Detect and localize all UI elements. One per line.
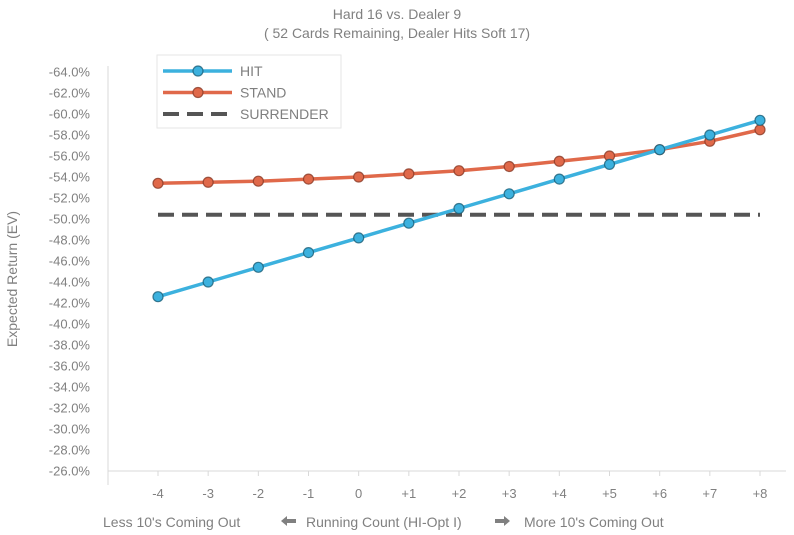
- data-point-hit: [603, 158, 616, 170]
- x-tick-label: -1: [303, 486, 315, 501]
- legend-label-stand: STAND: [240, 85, 286, 101]
- data-point-hit: [453, 202, 465, 215]
- data-point-hit: [353, 232, 365, 244]
- legend-marker-hit: [192, 65, 204, 77]
- legend-item-surrender: SURRENDER: [163, 106, 329, 122]
- y-tick-label: -48.0%: [49, 233, 91, 248]
- data-point-hit: [252, 261, 264, 273]
- x-tick-label: -3: [202, 486, 214, 501]
- y-tick-labels: -26.0% -28.0% -30.0% -32.0% -34.0% -36.0% -38.…: [49, 65, 91, 479]
- y-tick-label: -44.0%: [49, 275, 91, 290]
- y-tick-label: -60.0%: [49, 107, 91, 122]
- x-tick-label: +7: [702, 486, 717, 501]
- y-tick-label: -64.0%: [49, 65, 91, 80]
- data-point-hit: [202, 276, 214, 288]
- x-tick-label: +6: [652, 486, 667, 501]
- arrow-left-icon: [281, 516, 296, 526]
- legend: HIT STAND SURRENDER: [156, 54, 342, 129]
- x-tick-label: +5: [602, 486, 617, 501]
- data-point-stand: [503, 160, 515, 173]
- y-tick-label: -62.0%: [49, 86, 91, 101]
- y-tick-label: -26.0%: [49, 464, 91, 479]
- data-point-stand: [553, 155, 565, 167]
- y-tick-label: -40.0%: [49, 317, 91, 332]
- y-tick-label: -30.0%: [49, 422, 91, 437]
- data-point-stand: [202, 176, 214, 188]
- data-point-hit: [754, 114, 766, 126]
- data-point-hit: [553, 173, 565, 185]
- x-axis-label-left: Less 10's Coming Out: [103, 514, 240, 530]
- data-point-stand: [353, 171, 365, 183]
- legend-item-stand: STAND: [163, 85, 286, 101]
- x-tick-label: -2: [253, 486, 265, 501]
- data-point-stand: [403, 168, 415, 180]
- x-tick-label: +2: [452, 486, 467, 501]
- y-tick-label: -38.0%: [49, 338, 91, 353]
- y-tick-label: -50.0%: [49, 212, 91, 227]
- data-point-stand: [754, 124, 766, 136]
- legend-marker-stand: [192, 86, 204, 99]
- data-point-stand: [152, 177, 164, 189]
- data-point-stand: [302, 173, 315, 185]
- x-tick-label: 0: [355, 486, 362, 501]
- x-axis-label-right: More 10's Coming Out: [524, 514, 664, 530]
- y-tick-label: -56.0%: [49, 149, 91, 164]
- y-axis-label: Expected Return (EV): [4, 211, 20, 347]
- y-tick-label: -58.0%: [49, 128, 91, 143]
- y-tick-label: -32.0%: [49, 401, 91, 416]
- data-point-hit: [302, 247, 315, 259]
- legend-item-hit: HIT: [163, 63, 263, 79]
- axes: [107, 66, 786, 485]
- y-tick-label: -34.0%: [49, 380, 91, 395]
- x-tick-label: +4: [552, 486, 567, 501]
- data-point-stand: [453, 165, 465, 177]
- legend-label-hit: HIT: [240, 63, 263, 79]
- data-point-hit: [152, 291, 164, 303]
- arrow-right-icon: [495, 516, 510, 526]
- x-tick-label: +3: [502, 486, 517, 501]
- y-tick-label: -28.0%: [49, 443, 91, 458]
- data-point-hit: [403, 217, 415, 229]
- y-tick-label: -54.0%: [49, 170, 91, 185]
- data-point-stand: [252, 175, 264, 187]
- y-tick-label: -46.0%: [49, 254, 91, 269]
- x-tick-labels: -4 -3 -2 -1 0 +1 +2 +3 +4 +5 +6 +7 +8: [152, 471, 767, 501]
- data-point-hit: [704, 129, 716, 141]
- y-tick-label: -52.0%: [49, 191, 91, 206]
- legend-label-surrender: SURRENDER: [240, 106, 329, 122]
- x-axis-label-center: Running Count (HI-Opt I): [306, 514, 462, 530]
- chart-subtitle: ( 52 Cards Remaining, Dealer Hits Soft 1…: [263, 25, 531, 41]
- x-tick-label: +8: [753, 486, 768, 501]
- x-tick-label: -4: [152, 486, 164, 501]
- series-layer: [152, 114, 766, 303]
- y-tick-label: -42.0%: [49, 296, 91, 311]
- chart-title: Hard 16 vs. Dealer 9: [332, 6, 462, 22]
- x-axis-label: Less 10's Coming Out Running Count (HI-O…: [103, 514, 664, 530]
- y-tick-label: -36.0%: [49, 359, 91, 374]
- data-point-hit: [503, 188, 515, 200]
- data-point-hit: [654, 144, 666, 156]
- x-tick-label: +1: [401, 486, 416, 501]
